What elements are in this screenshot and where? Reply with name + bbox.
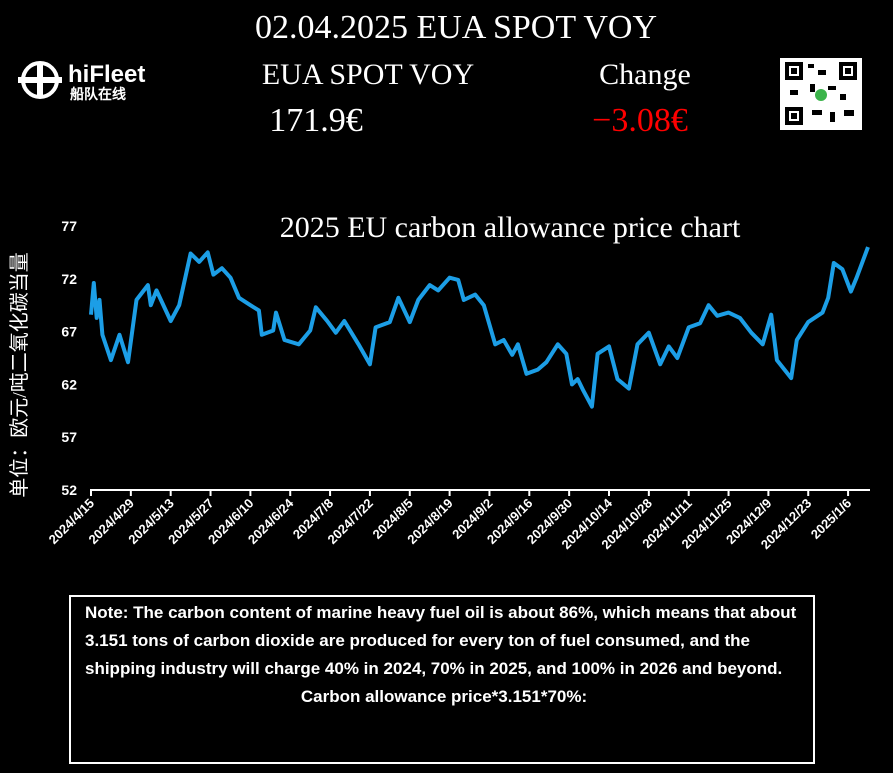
price: 171.9€ [269,102,363,139]
note-text: Note: The carbon content of marine heavy… [85,603,797,678]
qr-code [780,58,862,130]
note-formula: Carbon allowance price*3.151*70%: [300,687,588,706]
change-label: Change [599,58,691,91]
logo-icon [18,61,62,99]
y-tick-label: 72 [61,271,77,287]
note-box: Note: The carbon content of marine heavy… [69,595,815,764]
y-tick-label: 57 [61,429,77,445]
x-tick-label: 2025/1/6 [808,496,854,542]
logo-name: hiFleet [68,61,145,88]
logo-subtitle: 船队在线 [70,86,126,102]
y-tick-label: 62 [61,376,77,392]
price-line [89,246,870,409]
y-tick-label: 77 [61,218,77,234]
header-title: 02.04.2025 EUA SPOT VOY [255,9,657,46]
y-axis-label: 单位：欧元/吨二氧化碳当量 [8,252,31,498]
instrument: EUA SPOT VOY [262,58,474,91]
y-tick-label: 67 [61,324,77,340]
change: −3.08€ [592,102,688,139]
y-tick-label: 52 [61,482,77,498]
chart-title: 2025 EU carbon allowance price chart [280,211,741,244]
